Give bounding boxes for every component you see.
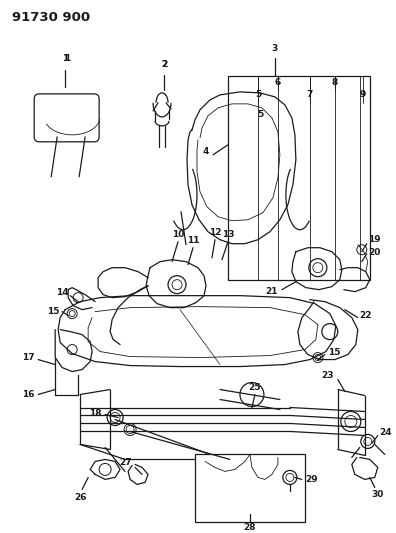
- Circle shape: [357, 245, 367, 255]
- Circle shape: [313, 352, 323, 362]
- Circle shape: [172, 280, 182, 289]
- Bar: [195, 455, 305, 522]
- Text: 24: 24: [379, 428, 392, 437]
- Circle shape: [69, 311, 75, 317]
- Text: 14: 14: [56, 288, 69, 297]
- Text: 1: 1: [62, 54, 68, 63]
- Text: 3: 3: [272, 44, 278, 53]
- Text: 15: 15: [47, 307, 59, 316]
- Circle shape: [322, 324, 338, 340]
- Circle shape: [110, 413, 120, 423]
- Circle shape: [124, 424, 136, 435]
- Text: 7: 7: [307, 91, 313, 99]
- Text: 2: 2: [161, 60, 167, 69]
- Circle shape: [286, 473, 294, 481]
- Text: 5: 5: [257, 110, 263, 119]
- Circle shape: [315, 354, 321, 360]
- Text: 20: 20: [369, 248, 381, 257]
- Text: 13: 13: [222, 230, 234, 239]
- Text: 12: 12: [209, 228, 221, 237]
- Text: 10: 10: [172, 230, 184, 239]
- Text: 17: 17: [22, 353, 34, 362]
- Text: 15: 15: [327, 348, 340, 357]
- Circle shape: [283, 471, 297, 484]
- Text: 26: 26: [74, 493, 86, 502]
- Text: 28: 28: [244, 523, 256, 532]
- Text: 8: 8: [332, 78, 338, 87]
- Circle shape: [345, 416, 357, 427]
- Text: 30: 30: [371, 490, 384, 499]
- Circle shape: [240, 383, 264, 407]
- Text: 4: 4: [203, 147, 209, 156]
- Circle shape: [168, 276, 186, 294]
- Text: 5: 5: [255, 91, 261, 99]
- Text: 16: 16: [22, 390, 34, 399]
- Circle shape: [313, 263, 323, 273]
- Text: 6: 6: [275, 78, 281, 87]
- Text: 19: 19: [368, 235, 381, 244]
- Text: 25: 25: [249, 383, 261, 392]
- Circle shape: [67, 309, 77, 319]
- Text: 22: 22: [360, 311, 372, 320]
- Text: 18: 18: [89, 409, 101, 418]
- Circle shape: [341, 411, 361, 432]
- Text: 91730 900: 91730 900: [12, 12, 90, 25]
- Text: 23: 23: [322, 371, 334, 380]
- Circle shape: [126, 425, 134, 433]
- Text: 21: 21: [266, 287, 278, 296]
- Circle shape: [67, 344, 77, 354]
- Circle shape: [361, 434, 375, 448]
- Circle shape: [364, 438, 372, 446]
- Circle shape: [107, 409, 123, 425]
- Circle shape: [309, 259, 327, 277]
- Bar: [228, 76, 370, 280]
- Circle shape: [73, 293, 83, 303]
- Circle shape: [99, 463, 111, 475]
- Text: 11: 11: [187, 236, 199, 245]
- Text: 1: 1: [64, 54, 70, 63]
- Text: 9: 9: [360, 91, 366, 99]
- Text: 27: 27: [119, 458, 131, 467]
- Text: 29: 29: [306, 475, 318, 484]
- Text: 2: 2: [161, 60, 167, 69]
